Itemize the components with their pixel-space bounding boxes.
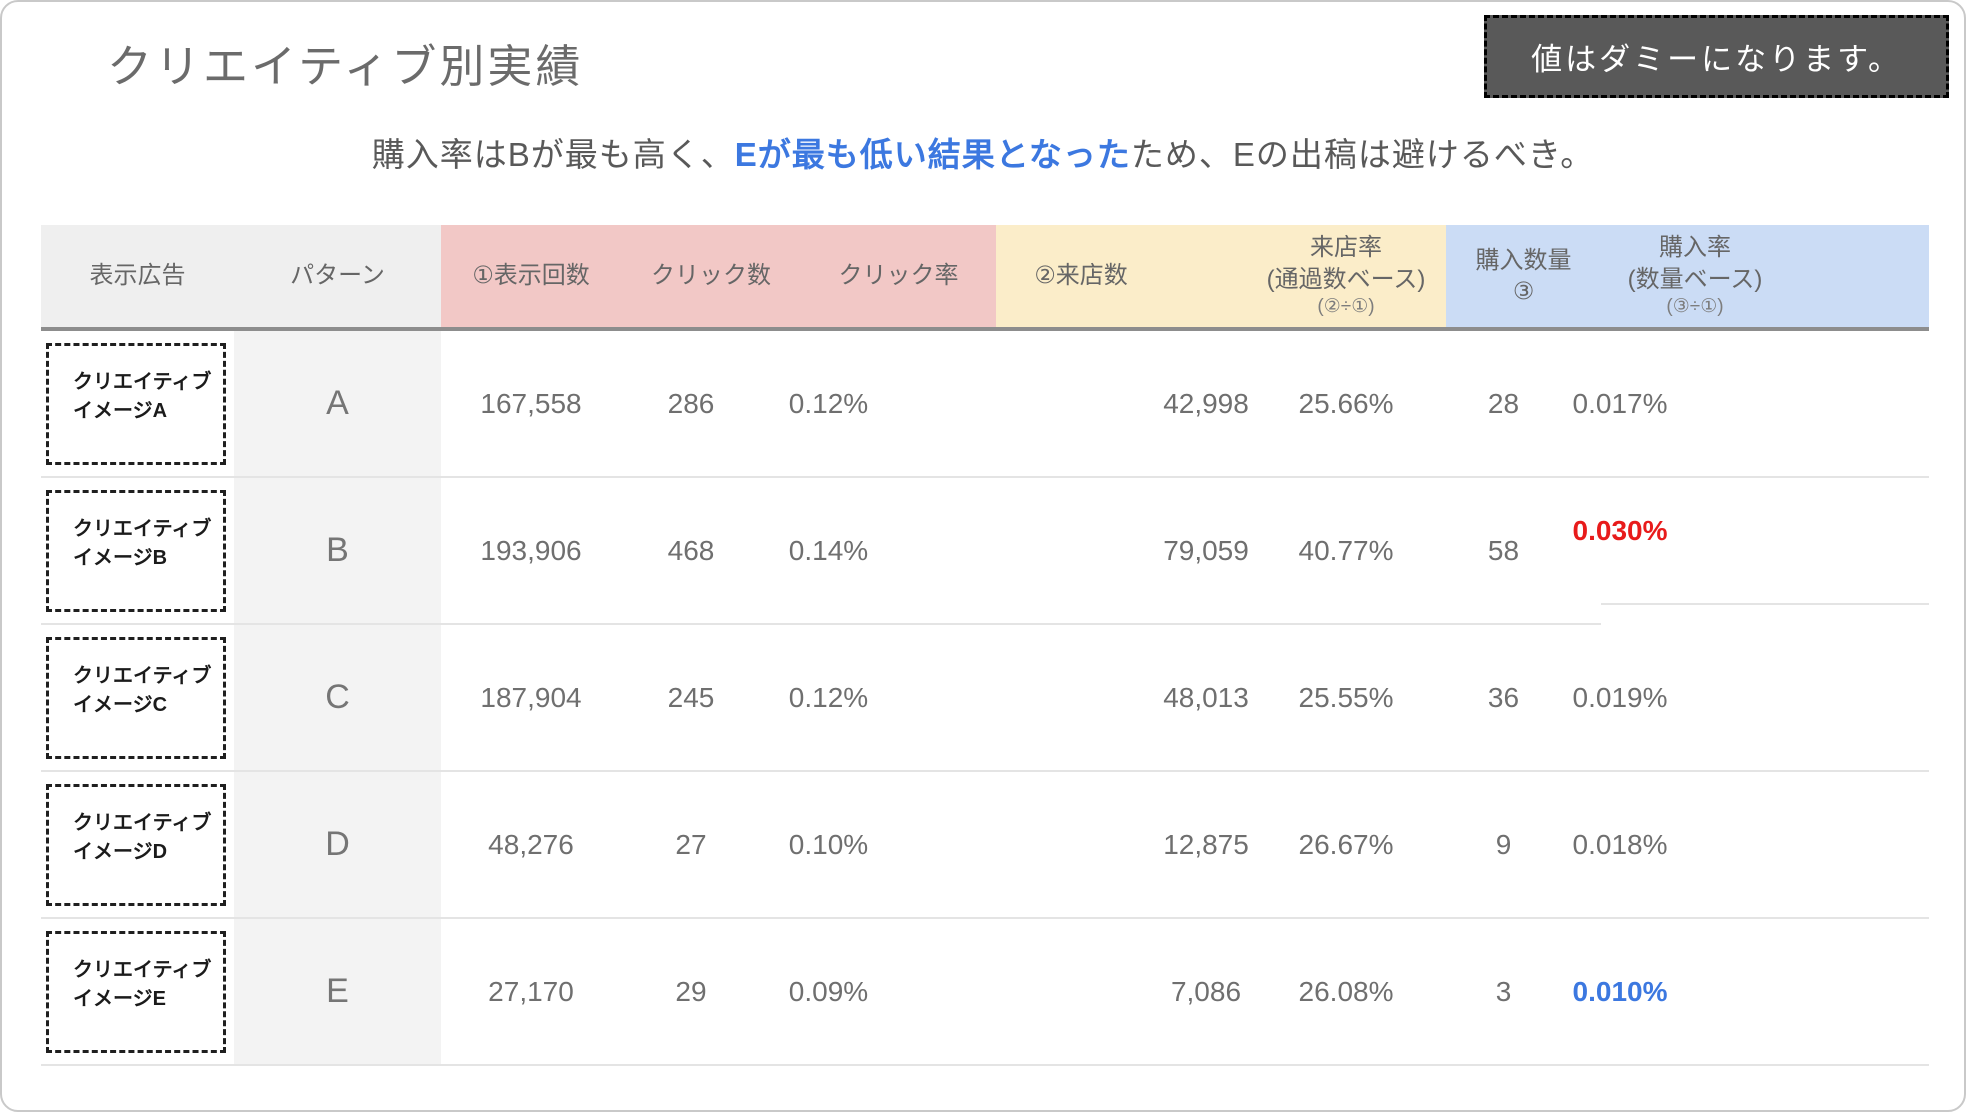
header-visit-rate-note: (②÷①) bbox=[1317, 295, 1375, 317]
creative-label-line1: クリエイティブ bbox=[73, 370, 212, 393]
clicks-cell-D: 27 bbox=[621, 772, 801, 919]
header-pattern: パターン bbox=[234, 225, 441, 331]
creative-image-placeholder-E: クリエイティブ イメージE bbox=[46, 930, 226, 1053]
creative-cell-A: クリエイティブ イメージA bbox=[41, 331, 234, 478]
header-impressions: ①表示回数 bbox=[441, 225, 621, 331]
clicks-cell-A: 286 bbox=[621, 331, 801, 478]
visits-cell-A: 42,998 bbox=[996, 331, 1249, 478]
header-visits-label: ②来店数 bbox=[1034, 262, 1128, 290]
insight-text-part2: ため、Eの出稿は避けるべき。 bbox=[1130, 136, 1595, 173]
creative-label-line1: クリエイティブ bbox=[73, 811, 212, 834]
header-ctr-label: クリック率 bbox=[838, 262, 959, 290]
creative-label-line2: イメージA bbox=[73, 399, 168, 422]
creative-label-line2: イメージE bbox=[73, 987, 166, 1010]
pattern-cell-E: E bbox=[234, 919, 441, 1066]
ctr-cell-B: 0.14% bbox=[789, 478, 996, 625]
header-display-ad-label: 表示広告 bbox=[89, 262, 186, 290]
header-visit-rate-line2: (通過数ベース) bbox=[1266, 265, 1426, 293]
ctr-cell-D: 0.10% bbox=[789, 772, 996, 919]
header-purchase-qty-line1: 購入数量 bbox=[1475, 246, 1572, 274]
header-clicks-label: クリック数 bbox=[651, 262, 771, 290]
creative-cell-C: クリエイティブ イメージC bbox=[41, 625, 234, 772]
header-pattern-label: パターン bbox=[290, 262, 385, 290]
header-purchase-rate-line1: 購入率 bbox=[1659, 234, 1731, 262]
visits-cell-B: 79,059 bbox=[996, 478, 1249, 625]
visit-rate-cell-B: 40.77% bbox=[1246, 478, 1446, 625]
purchase-qty-cell-B: 58 bbox=[1446, 478, 1601, 625]
creative-cell-B: クリエイティブ イメージB bbox=[41, 478, 234, 625]
impressions-cell-C: 187,904 bbox=[441, 625, 621, 772]
purchase-qty-cell-D: 9 bbox=[1446, 772, 1601, 919]
impressions-cell-A: 167,558 bbox=[441, 331, 621, 478]
header-purchase-qty: 購入数量 ③ bbox=[1446, 225, 1601, 331]
clicks-cell-E: 29 bbox=[621, 919, 801, 1066]
header-purchase-rate-note: (③÷①) bbox=[1666, 295, 1724, 317]
purchase-qty-cell-E: 3 bbox=[1446, 919, 1601, 1066]
creative-image-placeholder-D: クリエイティブ イメージD bbox=[46, 783, 226, 906]
creative-image-placeholder-B: クリエイティブ イメージB bbox=[46, 489, 226, 612]
visit-rate-cell-D: 26.67% bbox=[1246, 772, 1446, 919]
visit-rate-cell-E: 26.08% bbox=[1246, 919, 1446, 1066]
creative-label-line1: クリエイティブ bbox=[73, 958, 212, 981]
header-purchase-qty-line2: ③ bbox=[1512, 278, 1535, 305]
insight-text: 購入率はBが最も高く、Eが最も低い結果となったため、Eの出稿は避けるべき。 bbox=[2, 128, 1964, 176]
header-ctr: クリック率 bbox=[801, 225, 996, 331]
header-purchase-rate-line2: (数量ベース) bbox=[1627, 265, 1763, 293]
creative-label-line2: イメージB bbox=[73, 546, 168, 569]
creative-image-placeholder-A: クリエイティブ イメージA bbox=[46, 342, 226, 465]
creative-image-placeholder-C: クリエイティブ イメージC bbox=[46, 636, 226, 759]
ctr-cell-A: 0.12% bbox=[789, 331, 996, 478]
impressions-cell-D: 48,276 bbox=[441, 772, 621, 919]
pattern-cell-A: A bbox=[234, 331, 441, 478]
insight-text-part1: 購入率はBが最も高く、 bbox=[371, 136, 735, 173]
purchase-qty-cell-A: 28 bbox=[1446, 331, 1601, 478]
purchase-rate-cell-D: 0.018% bbox=[1573, 772, 1929, 919]
creative-cell-D: クリエイティブ イメージD bbox=[41, 772, 234, 919]
visits-cell-E: 7,086 bbox=[996, 919, 1246, 1066]
header-purchase-rate: 購入率 (数量ベース) (③÷①) bbox=[1601, 225, 1929, 331]
impressions-cell-B: 193,906 bbox=[441, 478, 621, 625]
page-title: クリエイティブ別実績 bbox=[107, 41, 584, 92]
pattern-cell-C: C bbox=[234, 625, 441, 772]
impressions-cell-E: 27,170 bbox=[441, 919, 621, 1066]
creative-label-line2: イメージC bbox=[73, 693, 168, 716]
ctr-cell-C: 0.12% bbox=[789, 625, 996, 772]
creative-label-line1: クリエイティブ bbox=[73, 517, 212, 540]
insight-text-highlight: Eが最も低い結果となった bbox=[734, 136, 1131, 173]
pattern-cell-D: D bbox=[234, 772, 441, 919]
dummy-values-badge: 値はダミーになります。 bbox=[1484, 15, 1949, 98]
purchase-rate-cell-E-highlight-blue: 0.010% bbox=[1573, 919, 1929, 1066]
clicks-cell-C: 245 bbox=[621, 625, 801, 772]
creative-label-line1: クリエイティブ bbox=[73, 664, 212, 687]
visit-rate-cell-A: 25.66% bbox=[1246, 331, 1446, 478]
ctr-cell-E: 0.09% bbox=[789, 919, 996, 1066]
purchase-rate-cell-C: 0.019% bbox=[1573, 625, 1929, 772]
visits-cell-D: 12,875 bbox=[996, 772, 1249, 919]
purchase-rate-cell-B-highlight-red: 0.030% bbox=[1573, 458, 1929, 605]
header-impressions-label: ①表示回数 bbox=[472, 262, 590, 290]
purchase-rate-cell-A: 0.017% bbox=[1573, 331, 1929, 478]
purchase-qty-cell-C: 36 bbox=[1446, 625, 1601, 772]
header-display-ad: 表示広告 bbox=[41, 225, 234, 331]
header-visits: ②来店数 bbox=[996, 225, 1246, 331]
header-visit-rate: 来店率 (通過数ベース) (②÷①) bbox=[1246, 225, 1446, 331]
visit-rate-cell-C: 25.55% bbox=[1246, 625, 1446, 772]
visits-cell-C: 48,013 bbox=[996, 625, 1249, 772]
creative-cell-E: クリエイティブ イメージE bbox=[41, 919, 234, 1066]
creative-label-line2: イメージD bbox=[73, 840, 168, 863]
creative-performance-table: 表示広告 パターン ①表示回数 クリック数 クリック率 ②来店数 来店率 (通過… bbox=[41, 225, 1929, 1066]
clicks-cell-B: 468 bbox=[621, 478, 801, 625]
pattern-cell-B: B bbox=[234, 478, 441, 625]
header-visit-rate-line1: 来店率 bbox=[1310, 234, 1382, 262]
header-clicks: クリック数 bbox=[621, 225, 801, 331]
